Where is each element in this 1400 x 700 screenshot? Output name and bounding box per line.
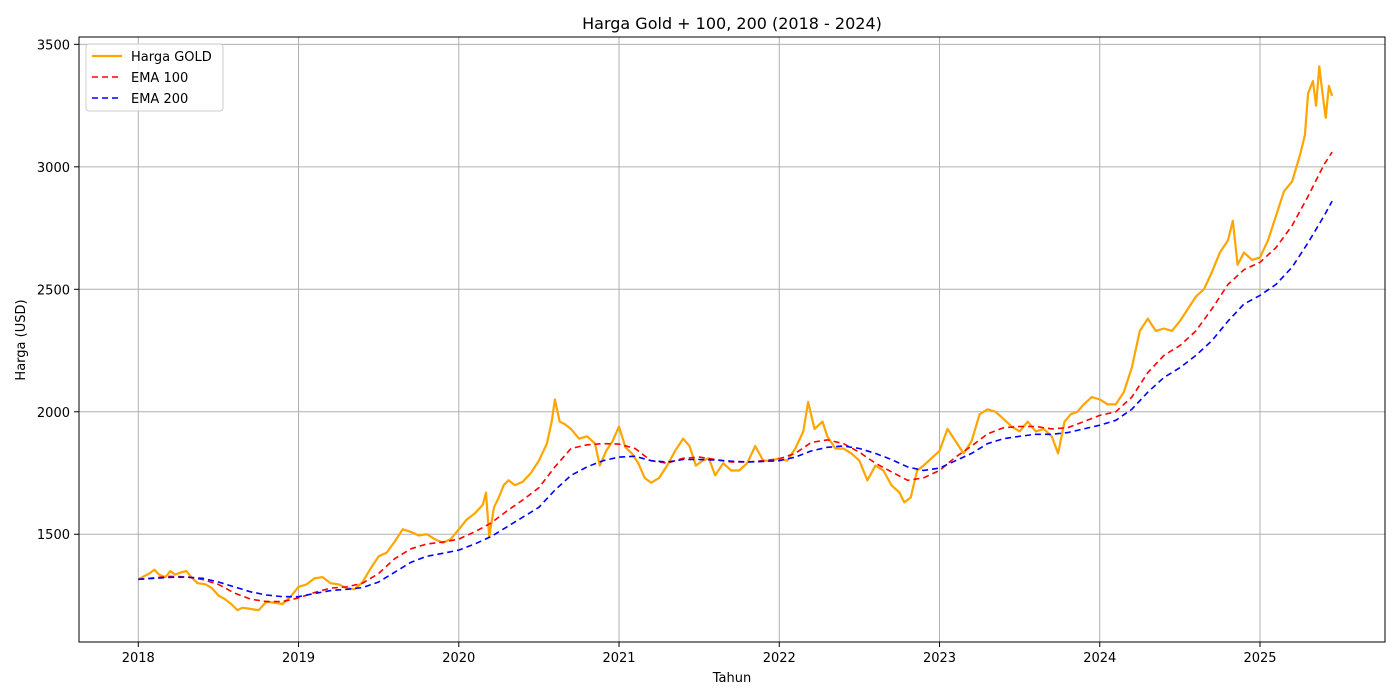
y-tick-label: 2000 <box>37 406 70 421</box>
legend: Harga GOLD EMA 100 EMA 200 <box>85 43 224 112</box>
legend-box <box>85 43 224 112</box>
x-tick-label: 2025 <box>1243 651 1276 666</box>
legend-label-ema-100: EMA 100 <box>131 71 188 86</box>
y-tick-label: 1500 <box>37 528 70 543</box>
y-tick-label: 3000 <box>37 161 70 176</box>
legend-label-ema-200: EMA 200 <box>131 92 188 107</box>
x-tick-label: 2018 <box>122 651 155 666</box>
y-tick-label: 3500 <box>37 38 70 53</box>
x-axis-ticks: 2018 2019 2020 2021 2022 2023 2024 2025 <box>122 642 1277 666</box>
x-axis-title: Tahun <box>712 671 751 686</box>
series-lines <box>137 65 1334 612</box>
y-tick-label: 2500 <box>37 283 70 298</box>
x-tick-label: 2024 <box>1083 651 1116 666</box>
series-line-gold <box>137 65 1334 612</box>
series-line-ema-200 <box>138 200 1333 598</box>
x-tick-label: 2019 <box>282 651 315 666</box>
grid <box>79 37 1385 642</box>
x-tick-label: 2021 <box>602 651 635 666</box>
y-axis-ticks: 1500 2000 2500 3000 3500 <box>37 38 79 543</box>
x-tick-label: 2020 <box>442 651 475 666</box>
legend-label-gold: Harga GOLD <box>131 50 212 65</box>
chart-title: Harga Gold + 100, 200 (2018 - 2024) <box>582 14 882 33</box>
plot-frame <box>78 36 1386 643</box>
x-tick-label: 2023 <box>923 651 956 666</box>
x-tick-label: 2022 <box>763 651 796 666</box>
y-axis-title: Harga (USD) <box>14 299 29 380</box>
